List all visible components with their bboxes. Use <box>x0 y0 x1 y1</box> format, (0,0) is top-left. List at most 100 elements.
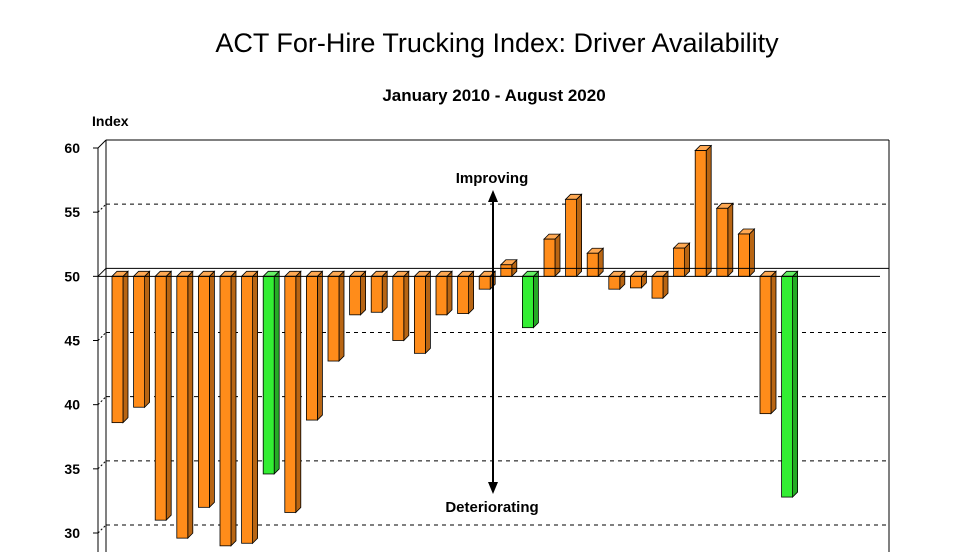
bar-side <box>554 233 561 278</box>
bar-side <box>316 270 323 422</box>
bars <box>111 144 799 547</box>
bar <box>175 270 194 540</box>
bar <box>391 270 410 342</box>
baseline-side <box>97 267 107 277</box>
bar-front <box>327 275 340 362</box>
bar <box>240 270 259 545</box>
bar <box>629 270 648 289</box>
bar-side <box>684 242 690 278</box>
bar <box>435 270 453 316</box>
bar-side <box>252 270 259 545</box>
bar <box>564 193 583 278</box>
bar-side <box>273 270 280 475</box>
bar-side <box>705 144 712 278</box>
bar <box>111 270 129 424</box>
gridline-side <box>97 203 107 213</box>
bar-front <box>478 275 491 290</box>
bar-front <box>716 207 729 277</box>
bar-side <box>403 270 410 342</box>
arrow-head-up <box>488 190 498 202</box>
bar-side <box>208 270 215 509</box>
bar <box>780 270 799 499</box>
direction-arrow <box>488 190 498 494</box>
bar <box>132 270 151 409</box>
bar-front <box>241 275 254 544</box>
bar <box>197 270 216 509</box>
bar-front <box>370 275 383 313</box>
bar <box>543 233 561 278</box>
bar-side <box>792 270 798 499</box>
bar-front <box>413 275 426 354</box>
arrow-head-down <box>488 482 498 494</box>
bar <box>262 270 281 475</box>
bar-front <box>781 275 793 498</box>
bar <box>370 270 389 314</box>
y-tick-label: 35 <box>64 461 80 477</box>
bar-side <box>360 270 367 316</box>
bar <box>327 270 345 362</box>
bar <box>694 144 713 278</box>
bar-front <box>111 275 124 424</box>
chart-title: ACT For-Hire Trucking Index: Driver Avai… <box>215 28 779 58</box>
bar-side <box>122 270 129 424</box>
bar-front <box>133 275 146 408</box>
bar-front <box>392 275 405 341</box>
y-tick-label: 55 <box>64 204 80 220</box>
bar-front <box>608 275 621 290</box>
bar-front <box>651 275 664 299</box>
bar-front <box>522 275 534 329</box>
plot-frame <box>97 139 890 552</box>
y-axis-ticks: 30 35 40 45 50 55 60 <box>64 140 98 541</box>
frame-corner <box>97 139 107 149</box>
bar-side <box>381 270 388 314</box>
gridline-side <box>97 332 107 341</box>
bar-front <box>586 252 599 277</box>
bar <box>305 270 324 422</box>
bar-side <box>770 270 777 415</box>
gridlines <box>97 203 889 534</box>
bar <box>283 270 302 514</box>
bar-front <box>457 275 470 314</box>
bar <box>715 202 734 278</box>
annotation-improving: Improving <box>456 170 529 187</box>
bar-front <box>262 275 275 475</box>
gridline-side <box>97 524 107 534</box>
bar-side <box>424 270 431 355</box>
bar-side <box>468 270 475 315</box>
y-tick-label: 50 <box>64 268 80 284</box>
bar-side <box>338 270 345 362</box>
gridline-side <box>97 396 107 406</box>
y-tick-label: 60 <box>64 140 80 156</box>
bar-front <box>176 275 189 539</box>
bar-side <box>727 202 734 278</box>
bar-side <box>533 270 539 329</box>
bar <box>219 270 237 547</box>
bar <box>456 270 475 315</box>
bar-side <box>187 270 194 540</box>
bar-front <box>565 198 577 277</box>
bar-front <box>305 275 318 421</box>
bar-side <box>144 270 151 409</box>
bar <box>759 270 777 415</box>
bar-side <box>446 270 453 316</box>
bar <box>651 270 669 300</box>
bar-front <box>349 275 362 316</box>
bar <box>348 270 367 316</box>
bar-front <box>500 264 513 277</box>
bar <box>154 270 173 522</box>
baseline <box>97 267 889 277</box>
bar-front <box>630 275 642 289</box>
bar-side <box>749 228 755 278</box>
bar-front <box>694 150 707 277</box>
bar <box>737 228 756 278</box>
annotation-deteriorating: Deteriorating <box>445 499 538 516</box>
y-tick-label: 40 <box>64 397 80 413</box>
gridline-side <box>97 460 107 470</box>
bar <box>672 242 691 278</box>
bar <box>586 247 605 278</box>
bar-side <box>165 270 172 522</box>
bar-front <box>154 275 167 521</box>
y-axis-label: Index <box>92 113 129 129</box>
bar-front <box>673 247 685 277</box>
